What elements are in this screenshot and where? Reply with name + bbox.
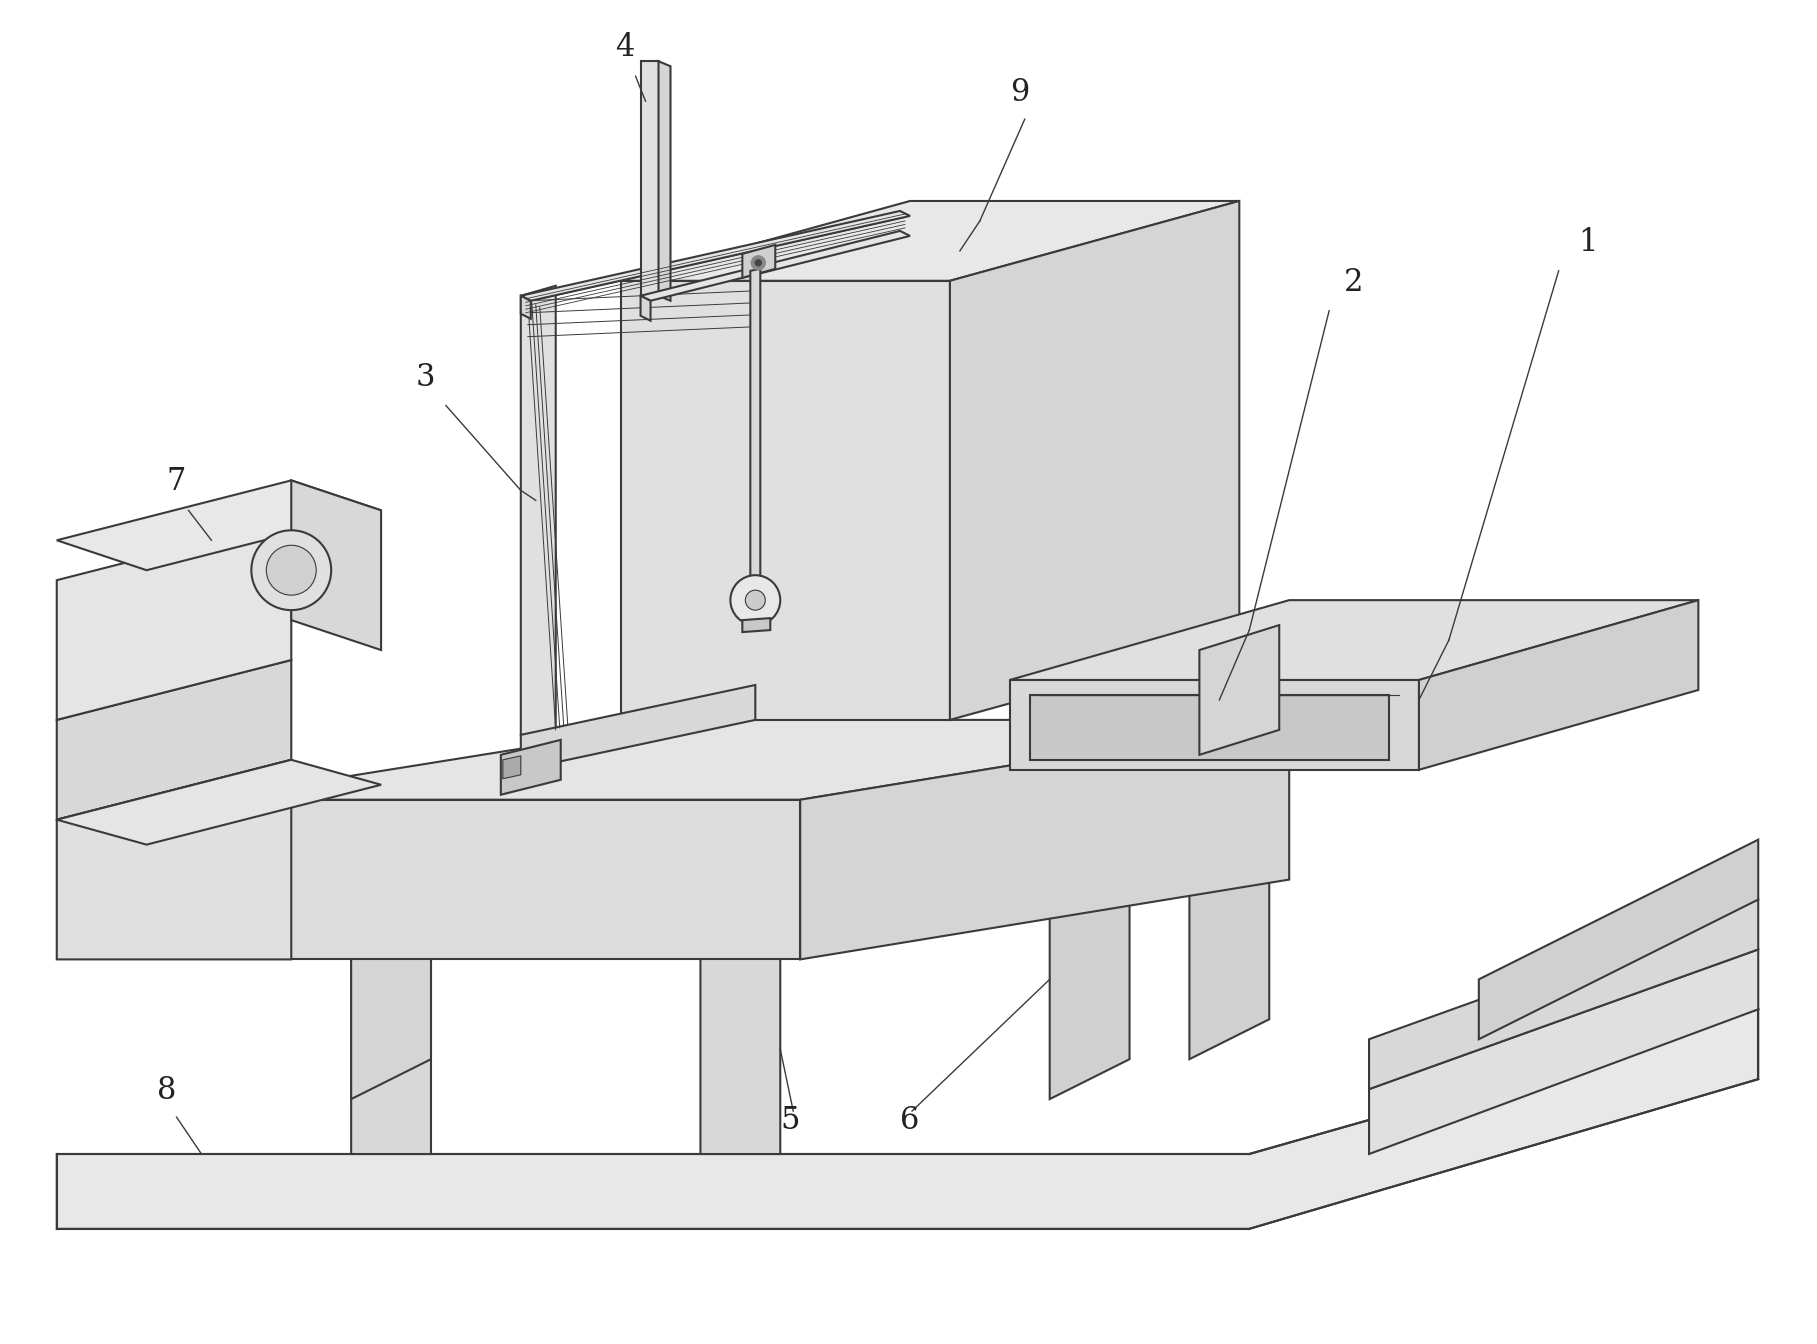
Polygon shape: [521, 286, 556, 735]
Polygon shape: [750, 269, 760, 597]
Polygon shape: [641, 62, 658, 296]
Text: 5: 5: [779, 1105, 799, 1136]
Polygon shape: [743, 618, 770, 632]
Polygon shape: [799, 720, 1290, 960]
Polygon shape: [700, 919, 779, 1154]
Polygon shape: [1030, 695, 1388, 759]
Polygon shape: [56, 759, 291, 960]
Polygon shape: [1368, 899, 1759, 1089]
Polygon shape: [521, 296, 531, 319]
Polygon shape: [56, 660, 291, 820]
Polygon shape: [56, 520, 291, 720]
Polygon shape: [1190, 800, 1270, 1059]
Polygon shape: [56, 759, 382, 844]
Polygon shape: [351, 919, 431, 1099]
Polygon shape: [521, 685, 756, 770]
Polygon shape: [202, 800, 799, 960]
Polygon shape: [743, 245, 776, 278]
Polygon shape: [621, 281, 950, 720]
Polygon shape: [1419, 601, 1699, 770]
Polygon shape: [351, 919, 431, 1154]
Text: 9: 9: [1010, 77, 1028, 108]
Polygon shape: [1199, 625, 1279, 755]
Polygon shape: [1010, 680, 1419, 770]
Polygon shape: [1010, 601, 1699, 680]
Text: 6: 6: [899, 1105, 919, 1136]
Polygon shape: [56, 1009, 1759, 1228]
Circle shape: [756, 259, 761, 266]
Circle shape: [745, 590, 765, 610]
Circle shape: [251, 531, 331, 610]
Polygon shape: [1479, 840, 1759, 1039]
Polygon shape: [521, 211, 910, 301]
Circle shape: [267, 546, 316, 595]
Polygon shape: [1050, 840, 1130, 1099]
Circle shape: [750, 255, 765, 270]
Polygon shape: [950, 202, 1239, 720]
Text: 4: 4: [616, 32, 634, 63]
Polygon shape: [202, 720, 1290, 800]
Polygon shape: [501, 739, 561, 794]
Polygon shape: [503, 755, 521, 778]
Text: 3: 3: [416, 362, 436, 392]
Polygon shape: [641, 296, 650, 321]
Text: 8: 8: [156, 1075, 176, 1106]
Text: 2: 2: [1345, 267, 1363, 298]
Text: 1: 1: [1579, 227, 1599, 258]
Polygon shape: [641, 231, 910, 301]
Polygon shape: [658, 62, 670, 301]
Polygon shape: [56, 480, 382, 570]
Polygon shape: [1368, 949, 1759, 1154]
Circle shape: [730, 575, 779, 625]
Polygon shape: [291, 480, 382, 650]
Polygon shape: [621, 202, 1239, 281]
Text: 7: 7: [167, 466, 185, 497]
